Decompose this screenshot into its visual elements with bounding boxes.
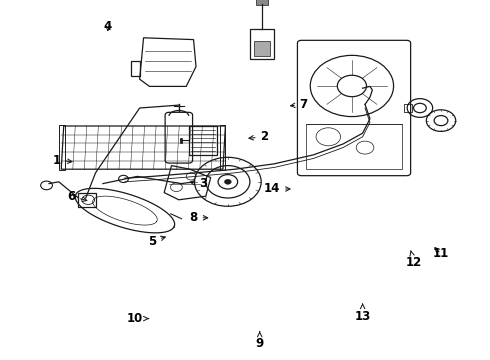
Text: 10: 10 [126,312,148,325]
Text: 11: 11 [433,247,449,260]
Text: 12: 12 [406,251,422,269]
Bar [131,61,140,76]
Text: 7: 7 [291,98,308,111]
Text: 6: 6 [67,190,87,203]
Text: 9: 9 [256,332,264,350]
Text: 8: 8 [190,211,208,224]
Text: 3: 3 [190,177,207,190]
Text: 1: 1 [52,154,72,167]
Circle shape [224,179,231,184]
Bar [254,40,270,56]
Bar [306,124,402,169]
Text: 13: 13 [354,304,371,323]
Text: 14: 14 [264,183,290,195]
Bar [78,193,96,207]
Bar [220,125,225,170]
Bar [59,125,65,170]
Text: 5: 5 [148,235,165,248]
Bar [180,138,182,143]
Bar [404,104,412,112]
Bar [189,126,217,155]
Bar [256,0,268,5]
Text: 2: 2 [249,130,269,143]
Bar [250,29,274,59]
Text: 4: 4 [104,21,112,33]
